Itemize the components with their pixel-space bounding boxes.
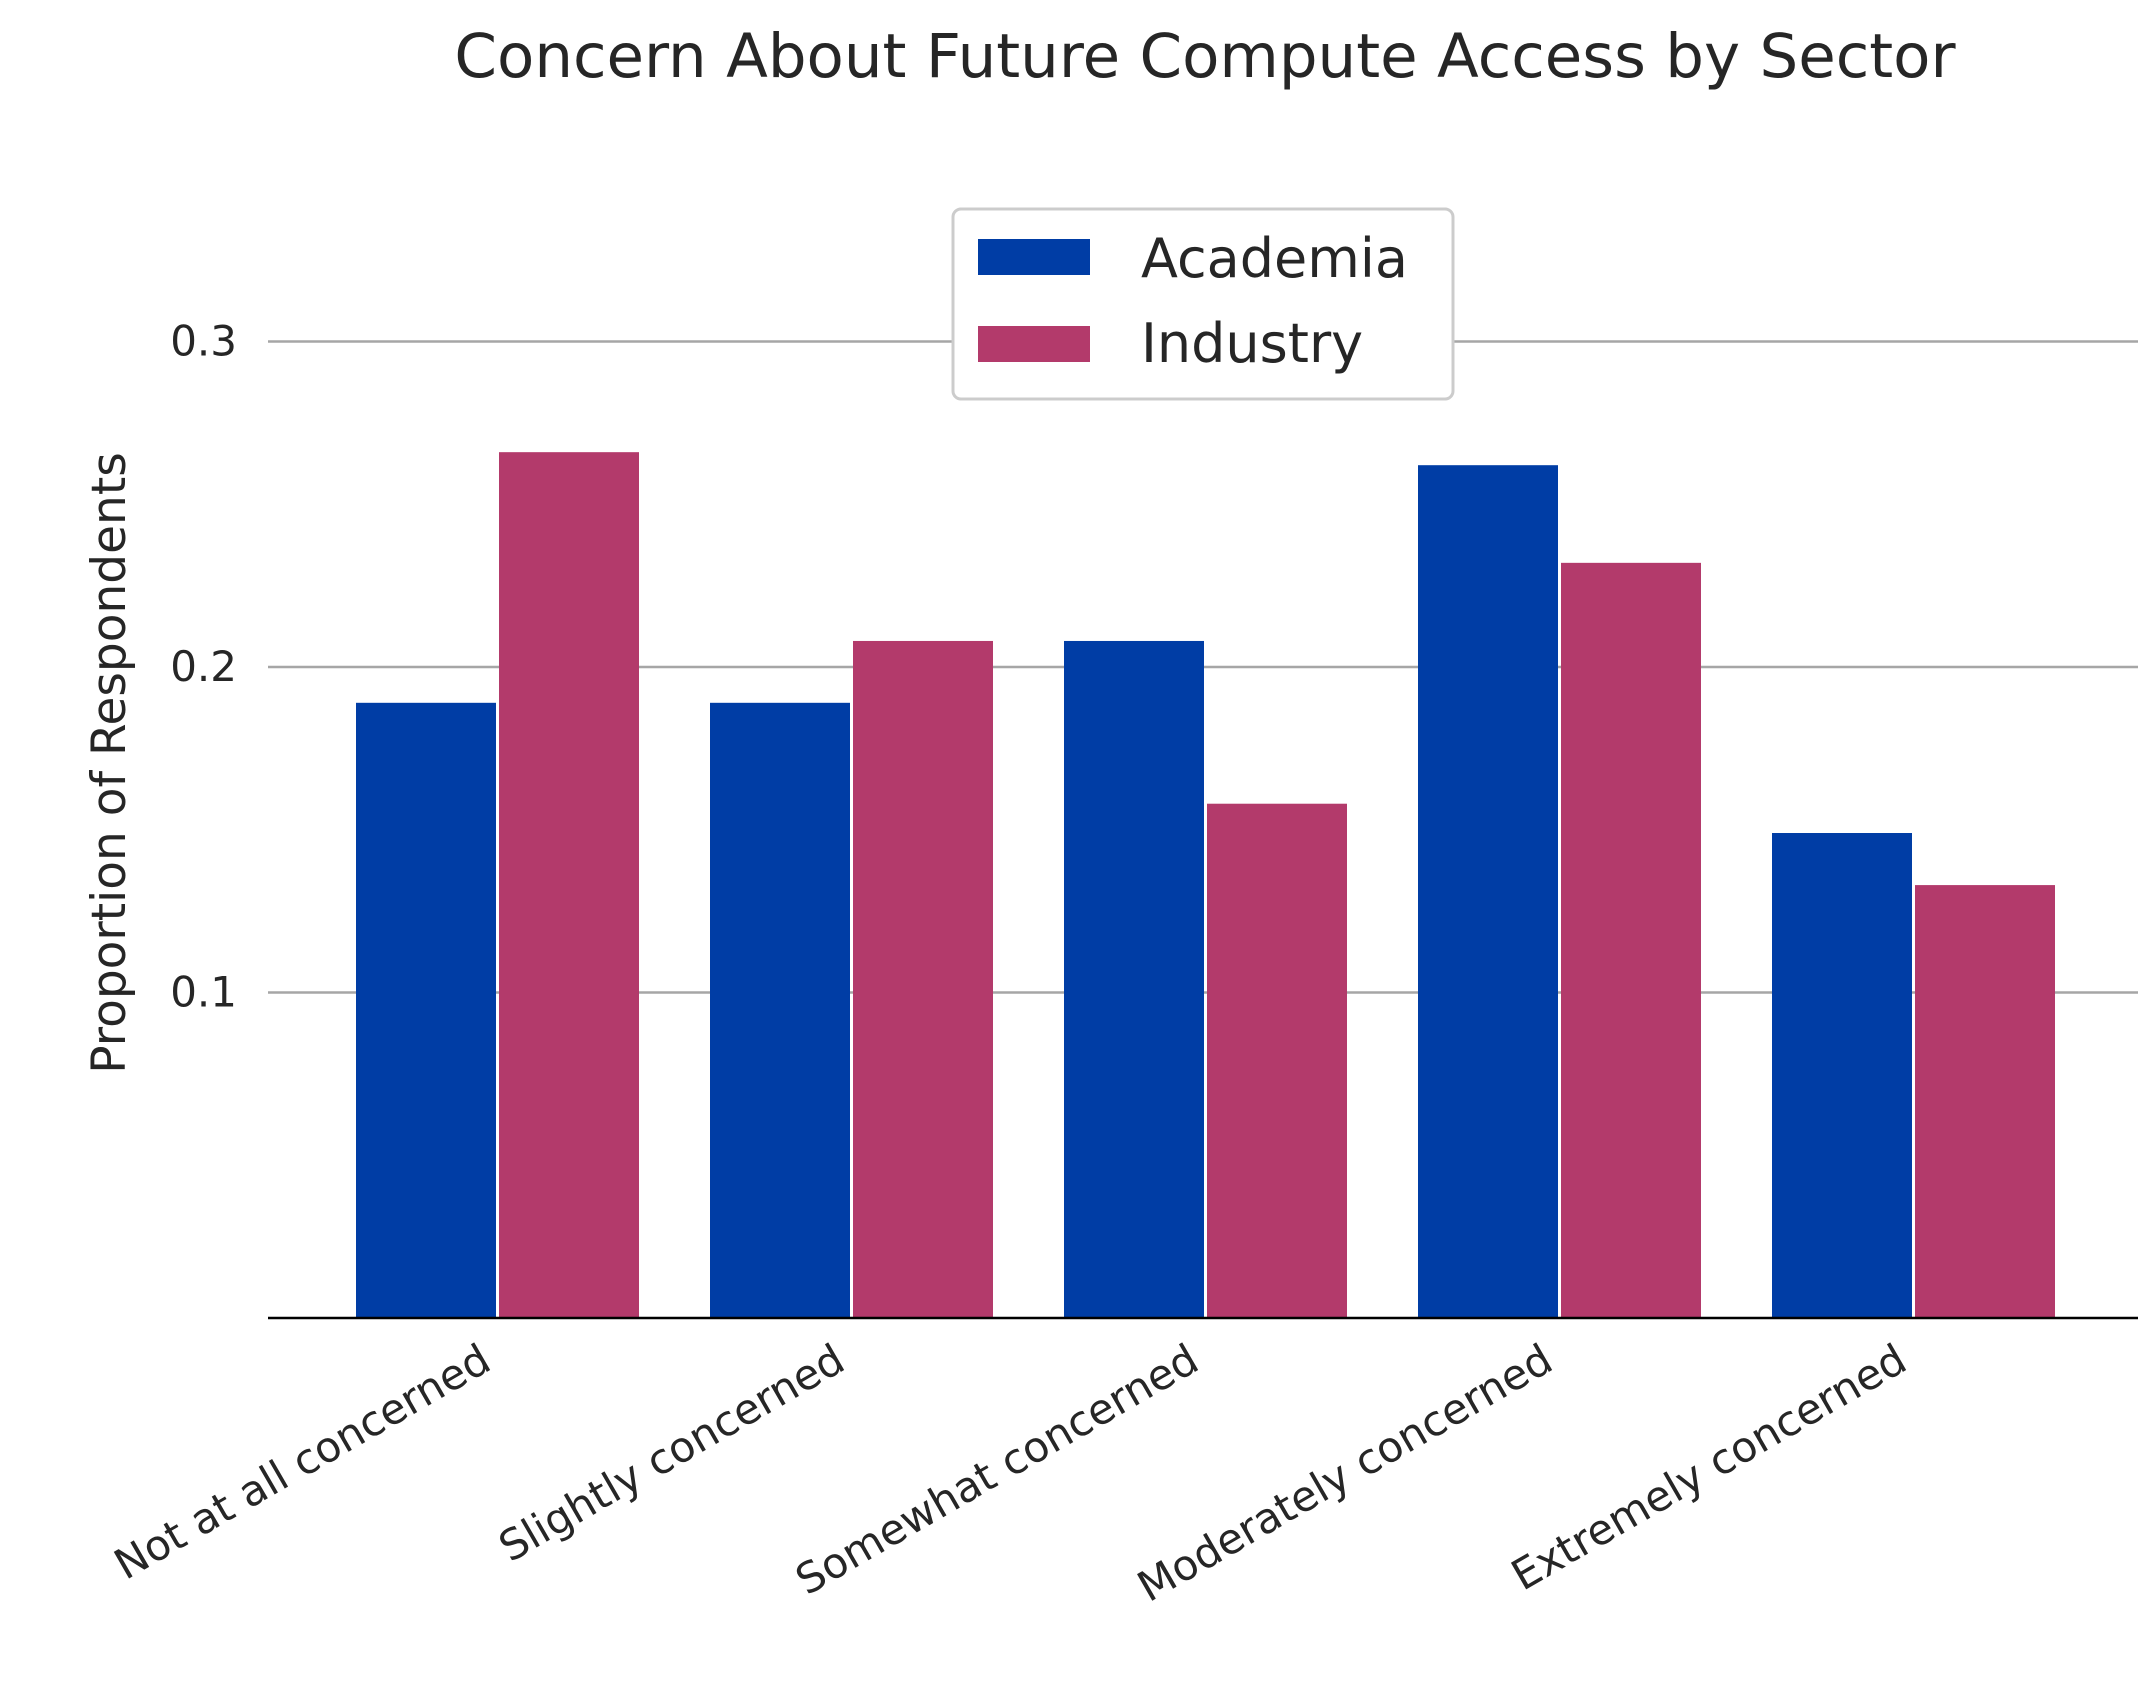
y-axis-label: Proportion of Respondents [82, 452, 137, 1073]
legend: Academia Industry [951, 207, 1455, 401]
x-tick-label: Slightly concerned [491, 1334, 853, 1571]
legend-swatch-academia [978, 239, 1090, 275]
legend-label-academia: Academia [1141, 227, 1408, 290]
bar-academia-0 [356, 702, 496, 1318]
bar-academia-3 [1418, 465, 1558, 1318]
y-tick-label: 0.2 [170, 642, 237, 691]
legend-swatch-industry [978, 326, 1090, 362]
x-tick-label: Not at all concerned [106, 1334, 498, 1589]
bar-industry-3 [1561, 562, 1701, 1318]
bar-industry-2 [1207, 803, 1347, 1318]
chart-title: Concern About Future Compute Access by S… [454, 21, 1956, 92]
y-tick-label: 0.3 [170, 317, 237, 366]
bar-academia-1 [710, 702, 850, 1318]
y-tick-label: 0.1 [170, 968, 237, 1017]
x-tick-label: Extremely concerned [1503, 1334, 1914, 1600]
y-tick-labels: 0.1 0.2 0.3 [170, 317, 237, 1017]
bar-academia-4 [1772, 833, 1912, 1318]
bar-academia-2 [1064, 640, 1204, 1318]
legend-label-industry: Industry [1141, 312, 1363, 375]
bar-industry-0 [499, 452, 639, 1318]
bars [356, 452, 2055, 1318]
bar-industry-4 [1915, 885, 2055, 1318]
bar-industry-1 [853, 640, 993, 1318]
